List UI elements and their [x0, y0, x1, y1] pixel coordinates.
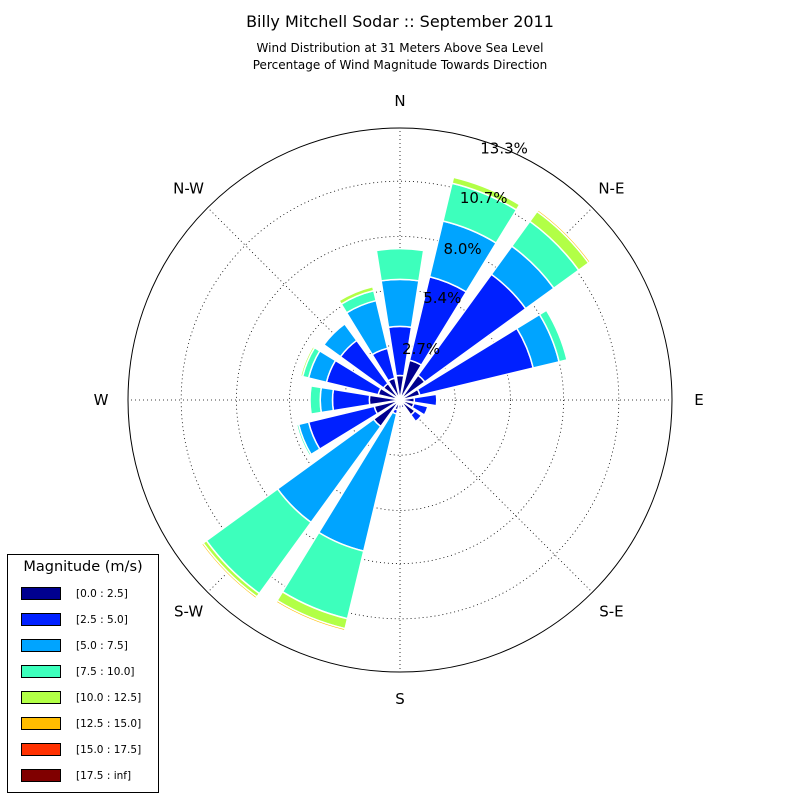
direction-label-s: S: [395, 690, 405, 708]
legend-title: Magnitude (m/s): [23, 559, 143, 575]
radial-tick-label-0: 2.7%: [402, 340, 440, 358]
direction-label-e: E: [694, 391, 703, 409]
bar-dir-292.5-bin-4: [299, 345, 316, 378]
bar-dir-112.5-bin-1: [411, 402, 429, 416]
direction-label-w: W: [94, 391, 109, 409]
bar-dir-90-bin-1: [413, 393, 438, 407]
grid-ring-0: [344, 344, 456, 456]
legend-swatch: [21, 769, 61, 782]
grid-spoke-7: [207, 207, 401, 401]
bar-dir-270-bin-1: [331, 388, 371, 412]
wind-rose-bars: [200, 176, 592, 632]
radial-tick-label-4: 13.3%: [480, 140, 528, 158]
chart-subtitle-line-2: Percentage of Wind Magnitude Towards Dir…: [252, 58, 548, 72]
radial-tick-label-2: 8.0%: [444, 240, 482, 258]
grid-ring-2: [235, 235, 565, 565]
legend-label: [5.0 : 7.5]: [76, 640, 128, 652]
bar-dir-247.5-bin-3: [295, 423, 313, 457]
chart-subtitle-line-1: Wind Distribution at 31 Meters Above Sea…: [256, 41, 544, 55]
legend-label: [15.0 : 17.5]: [76, 744, 142, 756]
bar-dir-270-bin-2: [319, 386, 335, 414]
direction-label-n-w: N-W: [173, 180, 204, 198]
legend-label: [7.5 : 10.0]: [76, 666, 135, 678]
bar-dir-225-bin-5: [200, 542, 258, 600]
bar-dir-135-bin-1: [409, 409, 423, 423]
legend-swatch: [21, 639, 61, 652]
legend-swatch: [21, 743, 61, 756]
bar-dir-67.5-bin-3: [538, 309, 568, 363]
bar-dir-22.5-bin-4: [451, 176, 521, 211]
axis-labels: N N-E E S-E S S-W W N-W 2.7% 5.4% 8.0% 10.7% 13.3%: [94, 92, 704, 708]
grid-ring-1: [289, 289, 511, 511]
direction-label-s-w: S-W: [174, 602, 203, 620]
direction-label-s-e: S-E: [599, 602, 623, 620]
direction-label-n-e: N-E: [598, 180, 624, 198]
legend-swatch: [21, 613, 61, 626]
radial-tick-label-3: 10.7%: [460, 189, 508, 207]
legend-swatch: [21, 691, 61, 704]
radial-tick-label-1: 5.4%: [423, 289, 461, 307]
legend-swatch: [21, 665, 61, 678]
bar-dir-337.5-bin-4: [338, 285, 375, 306]
legend-label: [10.0 : 12.5]: [76, 692, 142, 704]
bar-dir-0-bin-2: [380, 278, 420, 329]
outer-circle: [127, 127, 673, 673]
legend: Magnitude (m/s) [0.0 : 2.5] [2.5 : 5.0] [5…: [7, 554, 159, 793]
bar-dir-270-bin-3: [309, 385, 323, 415]
grid-spoke-3: [399, 399, 593, 593]
bar-dir-202.5-bin-5: [275, 599, 347, 632]
legend-label: [17.5 : inf]: [76, 770, 132, 782]
legend-label: [0.0 : 2.5]: [76, 588, 128, 600]
grid-ring-3: [180, 180, 620, 620]
legend-swatch: [21, 717, 61, 730]
direction-label-n: N: [394, 92, 405, 110]
legend-label: [12.5 : 15.0]: [76, 718, 142, 730]
legend-label: [2.5 : 5.0]: [76, 614, 128, 626]
bar-dir-45-bin-5: [535, 208, 592, 265]
chart-title: Billy Mitchell Sodar :: September 2011: [246, 12, 554, 31]
legend-swatch: [21, 587, 61, 600]
bar-dir-0-bin-3: [375, 247, 425, 282]
bar-dir-315-bin-2: [322, 322, 358, 358]
